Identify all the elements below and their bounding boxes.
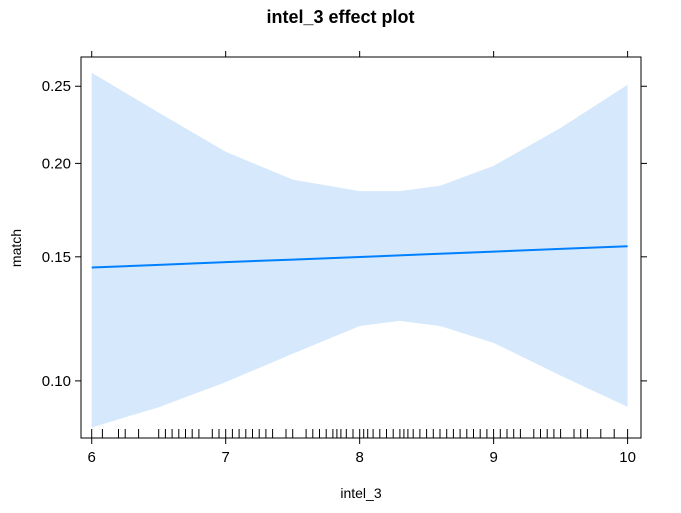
confidence-band-layer [91, 72, 628, 428]
fit-line-0 [91, 245, 628, 269]
axis-layer: 6 7 8 9 10 0.10 0.15 0.20 0.25 [42, 51, 647, 466]
y-tick-label: 0.10 [42, 373, 71, 390]
chart-title: intel_3 effect plot [266, 7, 414, 27]
x-tick-label: 10 [619, 449, 636, 466]
series-line-layer [91, 245, 628, 269]
x-tick-label: 7 [222, 449, 230, 466]
y-tick-label: 0.20 [42, 155, 71, 172]
x-tick-label: 6 [88, 449, 96, 466]
confidence-band [91, 72, 628, 428]
x-axis-label: intel_3 [340, 485, 381, 501]
y-tick-label: 0.25 [42, 78, 71, 95]
y-tick-label: 0.15 [42, 249, 71, 266]
x-tick-label: 8 [355, 449, 363, 466]
rug-layer [91, 429, 629, 438]
y-axis-label: match [8, 229, 24, 267]
x-tick-label: 9 [489, 449, 497, 466]
plot-frame [80, 56, 642, 439]
